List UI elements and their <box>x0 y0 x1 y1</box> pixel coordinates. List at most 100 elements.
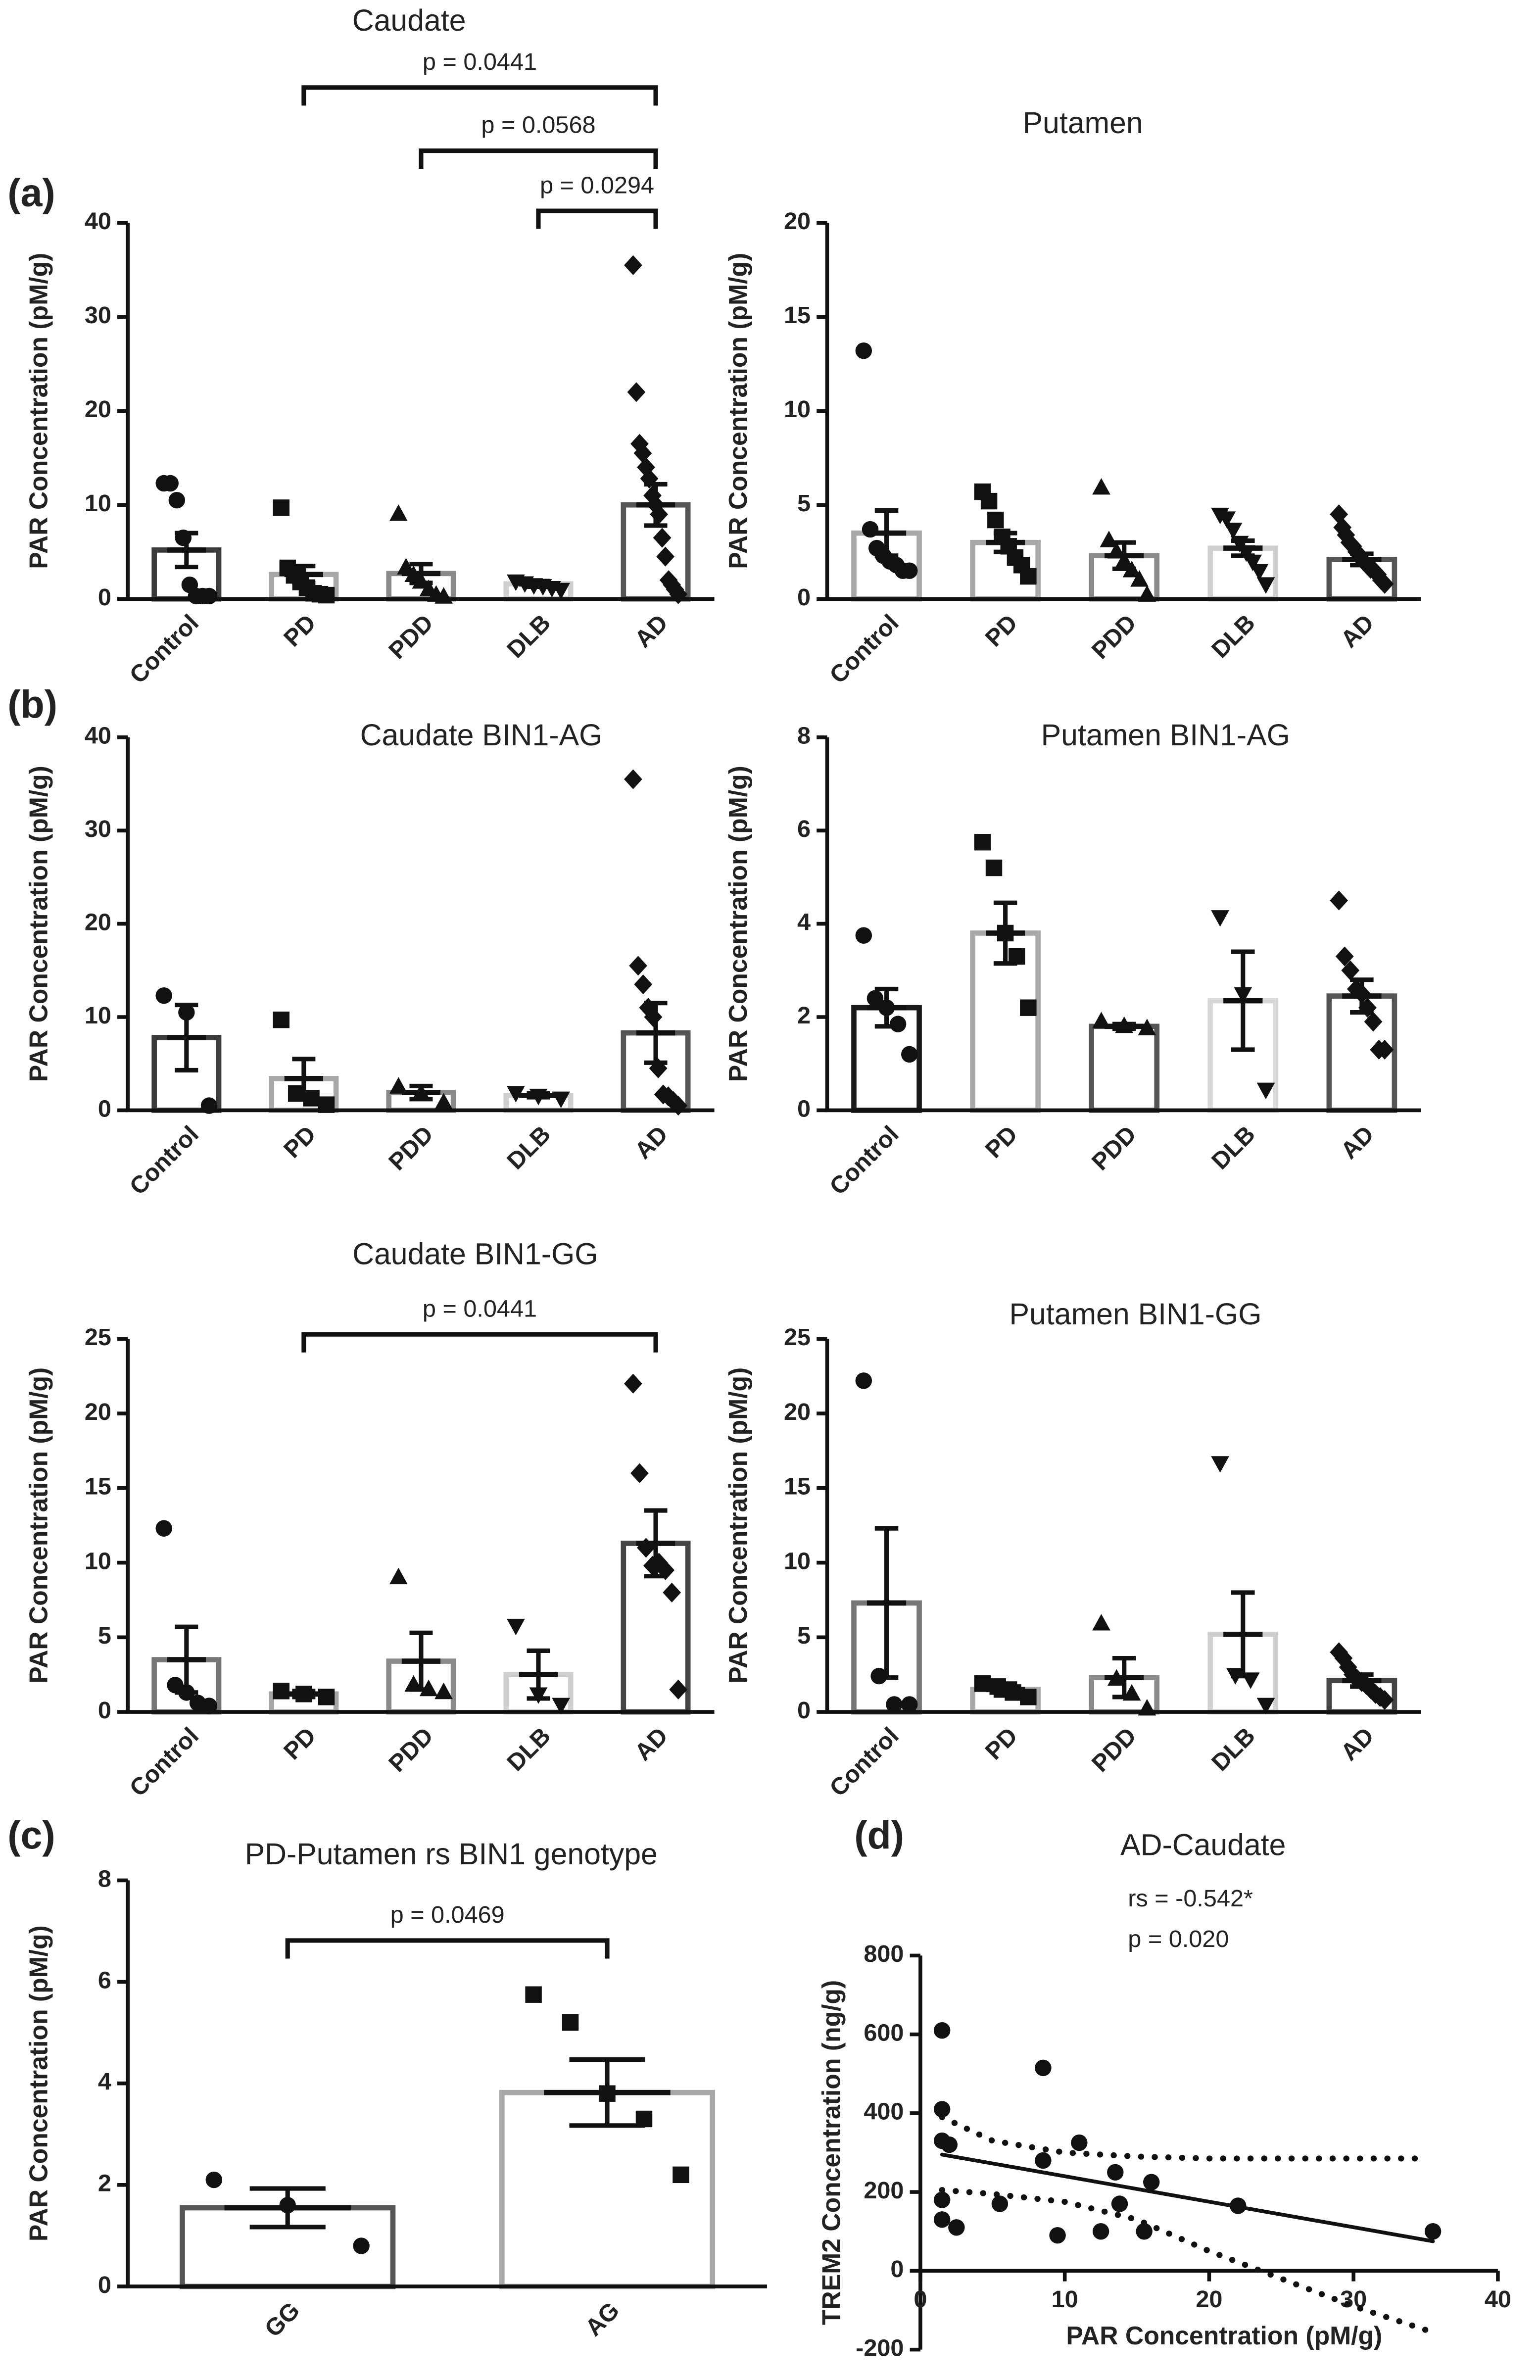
data-point <box>933 2191 951 2208</box>
data-point <box>1211 1456 1229 1473</box>
x-tick-label: PD <box>980 609 1023 652</box>
data-point <box>1107 2164 1124 2181</box>
x-tick-label: AD <box>1336 1722 1379 1766</box>
x-tick-label: PDD <box>1087 609 1142 664</box>
x-tick-label: PDD <box>1087 1722 1142 1777</box>
x-tick-label: DLB <box>1206 1121 1260 1175</box>
y-tick-label: 20 <box>85 1399 111 1425</box>
data-point <box>1138 1019 1156 1035</box>
data-point <box>948 2219 965 2236</box>
data-point <box>653 528 672 548</box>
significance-bracket <box>301 1332 658 1353</box>
data-point <box>389 504 408 521</box>
y-tick-label: 0 <box>98 1697 111 1724</box>
data-point <box>855 342 872 359</box>
axes <box>126 1339 715 1714</box>
x-tick-label: DLB <box>502 1722 556 1776</box>
p-value: p = 0.0441 <box>423 49 537 75</box>
x-tick-label: PD <box>980 1722 1023 1765</box>
y-axis-label: PAR Concentration (pM/g) <box>723 766 752 1082</box>
chart-title: Caudate <box>352 3 466 37</box>
y-tick-label: 0 <box>98 1095 111 1122</box>
axes <box>825 1339 1421 1714</box>
p-value: p = 0.0294 <box>540 172 654 198</box>
data-point <box>624 769 642 789</box>
panel-label: (b) <box>7 682 57 726</box>
y-tick-label: 15 <box>784 1473 811 1500</box>
y-tick-label: 4 <box>797 909 811 935</box>
p-value: p = 0.0568 <box>481 112 595 139</box>
y-tick-label: 20 <box>784 1399 811 1425</box>
data-point <box>633 443 652 463</box>
data-point <box>637 457 655 478</box>
y-axis-label: TREM2 Concentration (ng/g) <box>817 1980 845 2325</box>
x-tick-label: Control <box>824 609 904 688</box>
y-tick-label: 5 <box>797 490 811 517</box>
x-tick-label: PD <box>980 1121 1023 1164</box>
y-tick-label: 4 <box>98 2069 111 2095</box>
data-point <box>434 1093 453 1110</box>
data-point <box>1035 2059 1052 2077</box>
data-point <box>1071 2134 1088 2151</box>
significance-bracket <box>536 208 658 229</box>
y-tick-label: 0 <box>797 584 811 611</box>
data-point <box>506 1618 525 1636</box>
x-tick-label: 20 <box>1196 2286 1222 2313</box>
y-tick-label: -200 <box>856 2334 904 2361</box>
panel-label: (a) <box>7 171 55 215</box>
y-tick-label: 0 <box>797 1095 811 1122</box>
y-tick-label: 10 <box>85 1548 111 1574</box>
data-point <box>1330 504 1348 525</box>
data-point <box>562 2014 579 2031</box>
x-tick-label: 10 <box>1052 2286 1078 2313</box>
data-point <box>987 511 1004 529</box>
x-tick-label: GG <box>260 2297 305 2342</box>
chart-title: Putamen <box>1023 106 1143 140</box>
y-tick-label: 30 <box>85 302 111 329</box>
data-point <box>1130 570 1149 587</box>
y-axis-label: PAR Concentration (pM/g) <box>723 1367 752 1684</box>
y-tick-label: 0 <box>890 2256 904 2283</box>
x-tick-label: AG <box>580 2297 625 2341</box>
data-point <box>525 1986 542 2003</box>
y-tick-label: 600 <box>864 2019 904 2046</box>
axes <box>126 223 715 601</box>
chart-title: Putamen BIN1-GG <box>1010 1297 1262 1331</box>
data-point <box>318 1689 335 1705</box>
y-tick-label: 10 <box>784 396 811 423</box>
y-axis-label: PAR Concentration (pM/g) <box>723 253 752 569</box>
data-point <box>1092 1614 1110 1631</box>
data-point <box>1375 574 1394 594</box>
significance-bracket <box>419 148 658 169</box>
data-point <box>273 1011 289 1028</box>
chart-title: Putamen BIN1-AG <box>1041 718 1290 752</box>
chart-title: PD-Putamen rs BIN1 genotype <box>245 1837 658 1871</box>
data-point <box>933 2022 951 2039</box>
p-value: p = 0.0469 <box>390 1901 505 1928</box>
data-point <box>624 255 642 275</box>
data-point <box>630 1463 649 1483</box>
data-point <box>901 562 918 579</box>
x-tick-label: PD <box>279 1722 321 1765</box>
y-tick-label: 15 <box>784 302 811 329</box>
y-tick-label: 400 <box>864 2098 904 2125</box>
x-tick-label: PDD <box>384 1722 438 1777</box>
data-point <box>205 2171 223 2188</box>
x-tick-label: DLB <box>502 1121 556 1175</box>
data-point <box>901 1046 918 1063</box>
y-tick-label: 0 <box>797 1697 811 1724</box>
data-point <box>1049 2227 1066 2244</box>
x-tick-label: PDD <box>1087 1121 1142 1176</box>
data-point <box>1335 946 1354 967</box>
x-tick-label: Control <box>125 1722 204 1801</box>
y-axis-label: PAR Concentration (pM/g) <box>24 253 53 569</box>
y-tick-label: 10 <box>784 1548 811 1574</box>
axes <box>825 737 1421 1113</box>
x-tick-label: AD <box>629 1121 673 1165</box>
data-point <box>627 382 646 402</box>
data-point <box>389 1077 408 1094</box>
data-point <box>1256 1082 1275 1100</box>
y-tick-label: 2 <box>797 1002 811 1029</box>
y-tick-label: 40 <box>85 723 111 749</box>
data-point <box>318 586 335 604</box>
